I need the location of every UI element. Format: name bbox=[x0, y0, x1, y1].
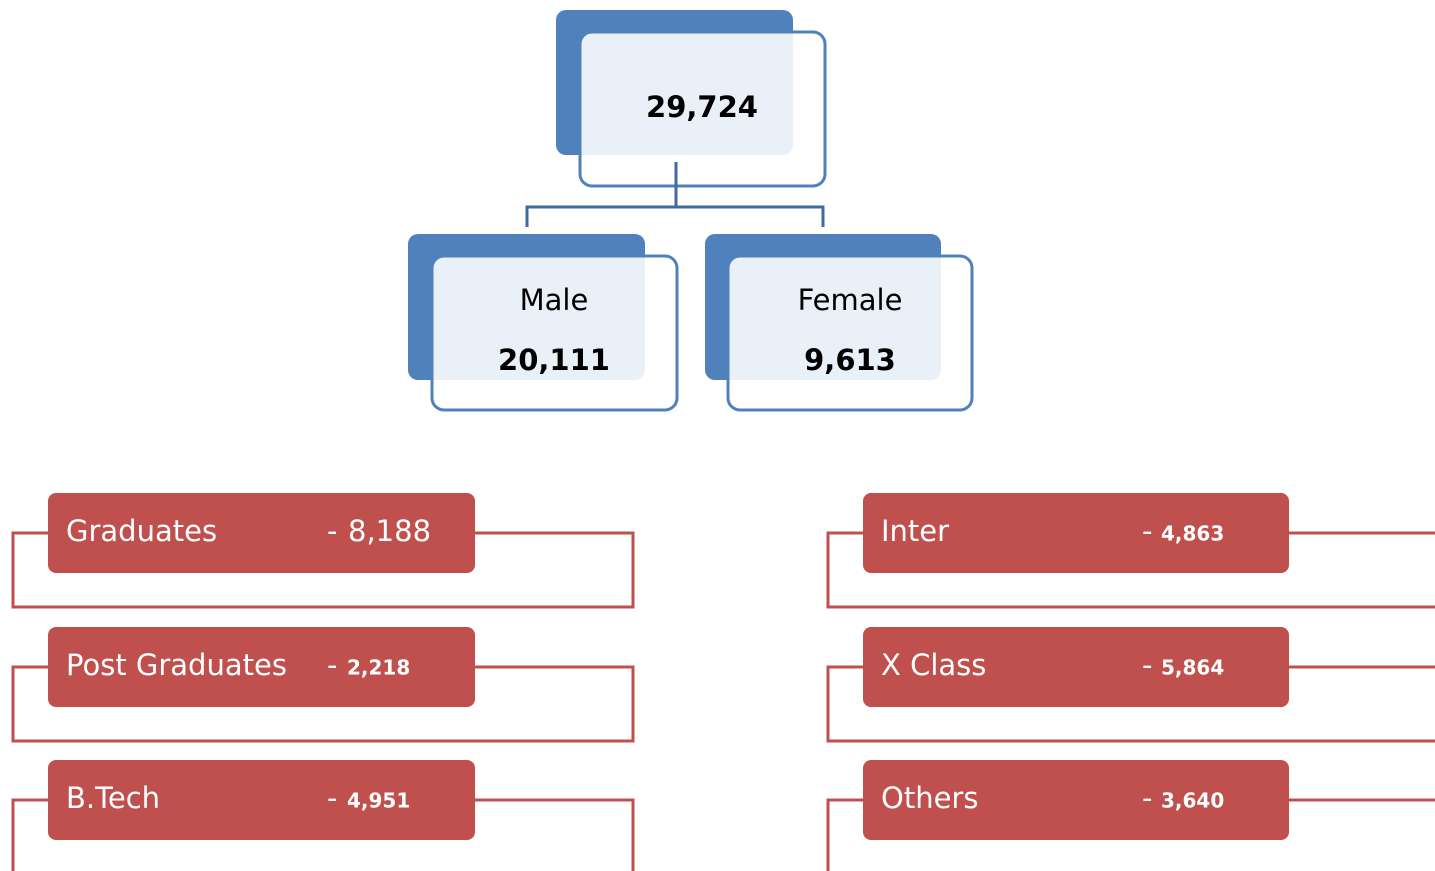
item-value: 5,864 bbox=[1161, 656, 1224, 680]
item-separator: - bbox=[327, 781, 337, 815]
item-label: X Class bbox=[881, 648, 986, 682]
item-value: 4,951 bbox=[347, 789, 410, 813]
item-box bbox=[48, 493, 475, 573]
item-separator: - bbox=[327, 514, 337, 548]
male-label: Male bbox=[520, 283, 589, 317]
bracket bbox=[11, 798, 635, 871]
item-label: Post Graduates bbox=[66, 648, 287, 682]
item-box bbox=[863, 493, 1289, 573]
female-box bbox=[726, 254, 974, 412]
item-separator: - bbox=[1142, 514, 1152, 548]
item-label: Others bbox=[881, 781, 978, 815]
item-value: 4,863 bbox=[1161, 522, 1224, 546]
connector bbox=[525, 162, 825, 227]
bracket bbox=[826, 531, 1435, 609]
male-value: 20,111 bbox=[498, 343, 610, 377]
bracket bbox=[826, 665, 1435, 743]
item-label: Graduates bbox=[66, 514, 217, 548]
item-separator: - bbox=[327, 648, 337, 682]
item-value: 8,188 bbox=[348, 514, 431, 548]
item-box bbox=[863, 760, 1289, 840]
item-label: B.Tech bbox=[66, 781, 160, 815]
item-value: 3,640 bbox=[1161, 789, 1224, 813]
item-box bbox=[48, 760, 475, 840]
item-box bbox=[863, 627, 1289, 707]
item-value: 2,218 bbox=[347, 656, 410, 680]
item-box bbox=[48, 627, 475, 707]
bracket bbox=[826, 798, 1435, 871]
root-box bbox=[578, 30, 827, 188]
item-label: Inter bbox=[881, 514, 949, 548]
bracket bbox=[11, 531, 635, 609]
bracket bbox=[11, 665, 635, 743]
item-separator: - bbox=[1142, 781, 1152, 815]
male-box bbox=[430, 254, 679, 412]
female-value: 9,613 bbox=[804, 343, 896, 377]
root-value: 29,724 bbox=[646, 90, 758, 124]
item-separator: - bbox=[1142, 648, 1152, 682]
female-label: Female bbox=[798, 283, 903, 317]
